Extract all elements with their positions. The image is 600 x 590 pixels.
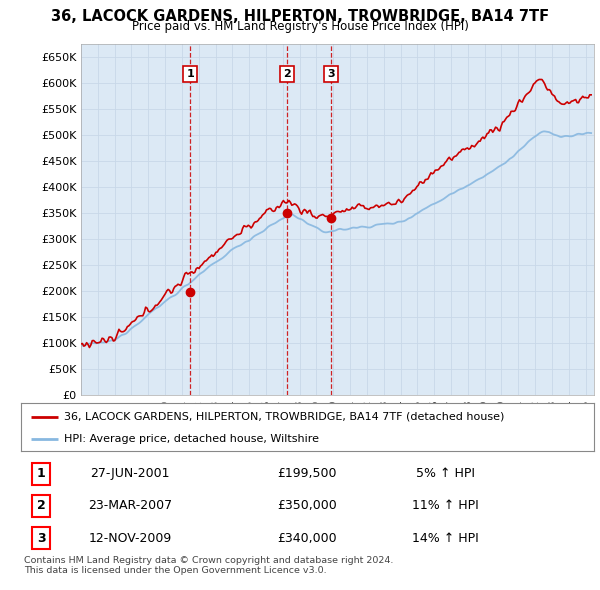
Text: 14% ↑ HPI: 14% ↑ HPI xyxy=(412,532,478,545)
Text: 12-NOV-2009: 12-NOV-2009 xyxy=(88,532,172,545)
Text: HPI: Average price, detached house, Wiltshire: HPI: Average price, detached house, Wilt… xyxy=(64,434,319,444)
Text: 3: 3 xyxy=(327,69,335,79)
Text: £340,000: £340,000 xyxy=(278,532,337,545)
Text: 5% ↑ HPI: 5% ↑ HPI xyxy=(416,467,475,480)
Text: £199,500: £199,500 xyxy=(278,467,337,480)
Text: £350,000: £350,000 xyxy=(278,499,337,512)
Text: 3: 3 xyxy=(37,532,46,545)
Text: 1: 1 xyxy=(186,69,194,79)
Text: Contains HM Land Registry data © Crown copyright and database right 2024.
This d: Contains HM Land Registry data © Crown c… xyxy=(24,556,394,575)
Text: 36, LACOCK GARDENS, HILPERTON, TROWBRIDGE, BA14 7TF: 36, LACOCK GARDENS, HILPERTON, TROWBRIDG… xyxy=(51,9,549,24)
Text: Price paid vs. HM Land Registry's House Price Index (HPI): Price paid vs. HM Land Registry's House … xyxy=(131,20,469,33)
Text: 36, LACOCK GARDENS, HILPERTON, TROWBRIDGE, BA14 7TF (detached house): 36, LACOCK GARDENS, HILPERTON, TROWBRIDG… xyxy=(64,411,505,421)
Text: 27-JUN-2001: 27-JUN-2001 xyxy=(90,467,170,480)
Text: 11% ↑ HPI: 11% ↑ HPI xyxy=(412,499,478,512)
Text: 2: 2 xyxy=(283,69,290,79)
Text: 23-MAR-2007: 23-MAR-2007 xyxy=(88,499,172,512)
Text: 1: 1 xyxy=(37,467,46,480)
Text: 2: 2 xyxy=(37,499,46,512)
